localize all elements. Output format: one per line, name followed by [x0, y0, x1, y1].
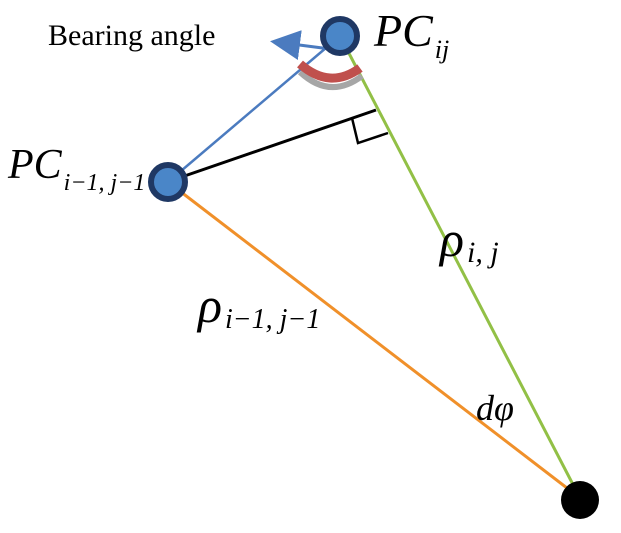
bearing-angle-arc-shadow: [297, 69, 364, 91]
point-pc-prev: [148, 162, 188, 202]
bearing-angle-label: Bearing angle: [48, 19, 215, 52]
rho-prev-label: ρ i−1, j−1: [196, 277, 320, 335]
right-angle-marker: [350, 117, 389, 145]
connecting-line: [167, 35, 341, 183]
pc-ij-label: PCij: [373, 5, 449, 64]
d-phi-label: dφ: [476, 388, 514, 428]
bearing-angle-arc: [297, 60, 363, 83]
perpendicular-line: [169, 108, 377, 183]
point-pc-ij: [320, 16, 360, 56]
rho-ij-label: ρ i, j: [438, 211, 499, 269]
rho-ij-ray: [338, 35, 582, 499]
rho-prev-ray: [167, 180, 581, 500]
sensor-origin: [561, 481, 599, 519]
pc-prev-label: PCi−1, j−1: [7, 142, 145, 196]
